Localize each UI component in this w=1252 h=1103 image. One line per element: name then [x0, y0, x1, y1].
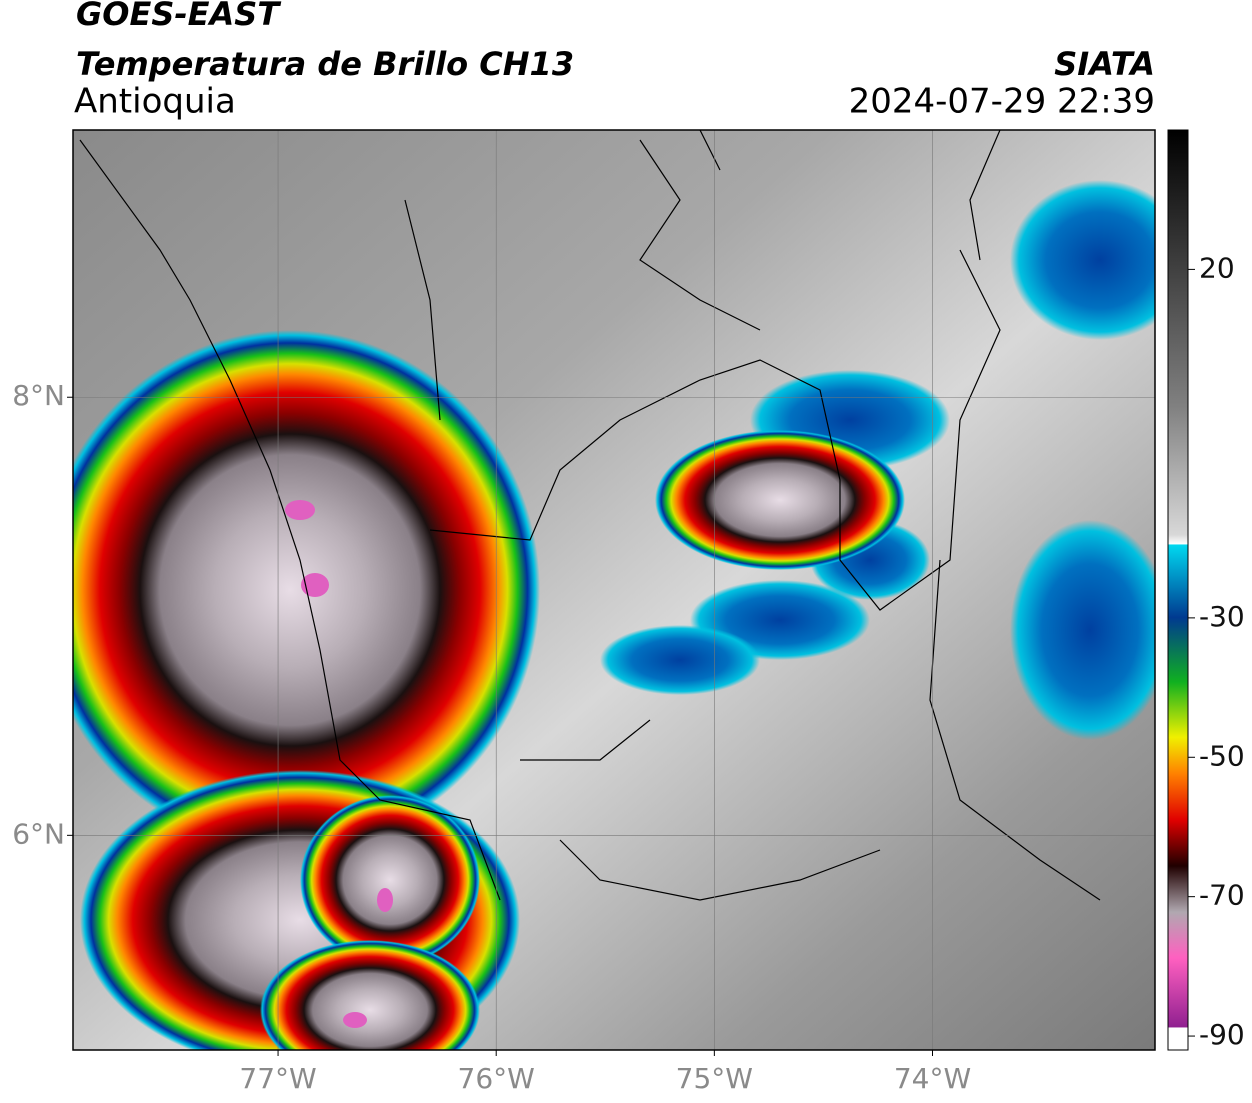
colorbar-tick-label: -70: [1199, 879, 1245, 912]
source: SIATA: [1054, 45, 1155, 83]
x-tick-label: 75°W: [676, 1062, 753, 1095]
map-frame: [72, 129, 1156, 1051]
colorbar-tick-label: -30: [1199, 600, 1245, 633]
title: GOES-EAST: [76, 0, 281, 33]
y-tick-label: 8°N: [12, 379, 65, 412]
subtitle: Temperatura de Brillo CH13: [76, 45, 574, 83]
x-tick-label: 74°W: [894, 1062, 971, 1095]
x-tick-label: 77°W: [239, 1062, 316, 1095]
colorbar-tick-label: -50: [1199, 739, 1245, 772]
x-tick-label: 76°W: [458, 1062, 535, 1095]
colorbar-tick-label: -90: [1199, 1018, 1245, 1051]
region: Antioquia: [74, 82, 236, 122]
colorbar: [1167, 129, 1189, 1051]
colorbar-tick-label: 20: [1199, 251, 1235, 284]
y-tick-label: 6°N: [12, 817, 65, 850]
datetime: 2024-07-29 22:39: [849, 82, 1155, 122]
satellite-image: [73, 130, 1155, 1050]
